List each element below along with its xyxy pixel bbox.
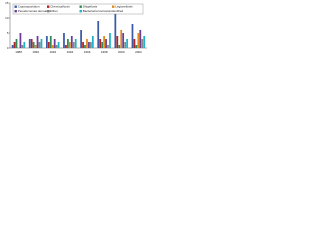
legend-label: Legionellosis <box>115 4 133 8</box>
legend-label: Bacteria/norovirus/unidentified <box>83 9 124 13</box>
bar <box>36 36 39 48</box>
bar <box>97 21 100 48</box>
bar <box>49 36 52 48</box>
legend-swatch <box>79 5 82 8</box>
x-tick-label: 1994 <box>67 50 74 54</box>
bar <box>45 36 48 48</box>
bar <box>139 30 142 48</box>
bar <box>21 45 24 48</box>
bar <box>72 42 75 48</box>
legend-swatch <box>14 10 17 13</box>
bar <box>23 42 26 48</box>
bar <box>107 45 109 48</box>
bar <box>57 42 60 48</box>
bar <box>63 33 65 48</box>
legend-label: Chemical/toxin <box>50 4 70 8</box>
x-tick-label: 2000 <box>118 50 125 54</box>
chart: 0 5 10 15 1988 1990 1992 1994 1996 1998 2000 2002 Cr… <box>5 1 147 54</box>
legend-swatch <box>79 10 82 13</box>
bar <box>122 33 125 48</box>
bar <box>53 39 56 48</box>
bar <box>91 36 94 48</box>
bar <box>40 39 43 48</box>
x-tick-label: 1988 <box>15 50 22 54</box>
legend-swatch <box>47 5 50 8</box>
bar <box>99 39 102 48</box>
bar <box>143 36 146 48</box>
bar <box>126 39 128 48</box>
bar <box>124 42 127 48</box>
bar <box>82 42 84 48</box>
bar <box>109 33 111 48</box>
bar <box>105 39 107 48</box>
legend-label: Other <box>50 9 58 13</box>
y-tick-label: 0 <box>7 46 9 50</box>
bar <box>11 45 14 48</box>
x-tick-label: 1990 <box>32 50 39 54</box>
bar <box>88 42 90 48</box>
bar <box>84 45 86 48</box>
bar <box>30 39 33 48</box>
x-tick-label: 1992 <box>49 50 56 54</box>
bar <box>65 45 67 48</box>
bar <box>32 42 35 48</box>
bar <box>103 36 105 48</box>
bar <box>141 39 144 48</box>
bar <box>80 30 82 48</box>
y-tick-label: 10 <box>5 16 9 20</box>
legend-label: Shigellosis <box>83 4 98 8</box>
bar <box>120 30 123 48</box>
bar <box>74 39 77 48</box>
bar <box>135 45 138 48</box>
legend-swatch <box>112 5 115 8</box>
bar <box>116 36 119 48</box>
bar <box>68 42 71 48</box>
y-tick-label: 5 <box>7 31 9 35</box>
bar <box>15 39 18 48</box>
legend-swatch <box>14 5 17 8</box>
legend-label: Pseudomonas dermatitis <box>18 9 52 13</box>
bar <box>38 42 41 48</box>
bar <box>86 39 88 48</box>
bar <box>70 36 73 48</box>
bar <box>131 24 134 48</box>
bar <box>101 42 104 48</box>
y-tick-label: 15 <box>5 1 9 5</box>
x-tick-label: 1996 <box>84 50 91 54</box>
bar <box>118 45 121 48</box>
bar <box>55 45 58 48</box>
bar <box>137 33 140 48</box>
legend-box <box>12 3 144 15</box>
x-tick-label: 2002 <box>135 50 142 54</box>
legend-swatch <box>47 10 50 13</box>
x-tick-label: 1998 <box>101 50 108 54</box>
bar <box>47 42 50 48</box>
bar <box>67 39 69 48</box>
legend-label: Cryptosporidium <box>18 4 40 8</box>
bar <box>19 33 22 48</box>
bar <box>114 6 117 48</box>
bar <box>13 42 16 48</box>
bar <box>89 42 92 48</box>
bar <box>34 45 37 48</box>
bar <box>28 39 31 48</box>
bar <box>133 39 136 48</box>
bar <box>51 45 54 48</box>
